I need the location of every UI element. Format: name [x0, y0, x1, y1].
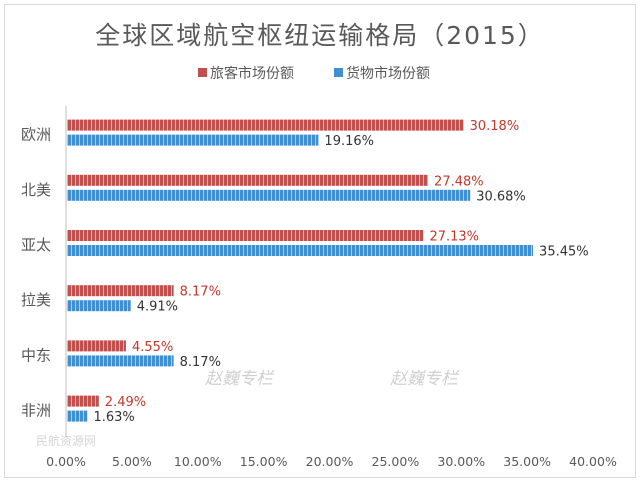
bar-passenger: [67, 285, 174, 297]
data-label: 27.13%: [429, 230, 479, 245]
data-label: 27.48%: [434, 174, 484, 189]
x-tick-label: 15.00%: [240, 454, 288, 469]
x-tick-label: 35.00%: [503, 454, 551, 469]
x-tick-label: 25.00%: [372, 454, 420, 469]
bar-passenger: [67, 340, 126, 352]
bar-cargo: [67, 245, 534, 256]
category-label: 中东: [21, 346, 51, 364]
x-tick-label: 0.00%: [46, 454, 86, 469]
data-label: 19.16%: [324, 134, 374, 149]
category-label: 拉美: [21, 291, 51, 309]
x-tick-label: 30.00%: [437, 454, 485, 469]
watermark-text: 民航资源网: [36, 433, 96, 448]
category-label: 欧洲: [21, 126, 51, 144]
x-tick-label: 10.00%: [174, 454, 222, 469]
bar-cargo: [67, 300, 131, 312]
bar-cargo: [67, 134, 319, 146]
category-label: 亚太: [21, 236, 51, 254]
x-tick-label: 20.00%: [306, 454, 354, 469]
category-label: 北美: [21, 181, 51, 199]
bar-passenger: [67, 174, 429, 186]
data-label: 1.63%: [93, 410, 134, 425]
bar-cargo: [67, 410, 88, 422]
data-label: 8.17%: [180, 285, 221, 300]
bar-passenger: [67, 395, 99, 407]
legend-label-passenger: 旅客市场份额: [210, 65, 294, 82]
bar-passenger: [67, 230, 424, 241]
data-label: 35.45%: [539, 245, 589, 260]
watermark-text: 赵巍专栏: [390, 369, 460, 389]
data-label: 4.91%: [137, 300, 178, 315]
bar-cargo: [67, 355, 174, 367]
data-label: 4.55%: [132, 340, 173, 355]
legend-swatch-cargo: [334, 68, 343, 77]
data-label: 8.17%: [180, 355, 221, 370]
data-label: 30.18%: [470, 119, 520, 134]
x-tick-label: 40.00%: [569, 454, 617, 469]
data-label: 30.68%: [476, 189, 526, 204]
chart-title: 全球区域航空枢纽运输格局（2015）: [95, 21, 545, 50]
bar-passenger: [67, 119, 464, 131]
legend-label-cargo: 货物市场份额: [346, 65, 430, 82]
bar-cargo: [67, 189, 471, 201]
category-label: 非洲: [21, 402, 51, 420]
data-label: 2.49%: [105, 395, 146, 410]
legend-swatch-passenger: [198, 68, 207, 77]
legend: 旅客市场份额 货物市场份额: [198, 65, 430, 82]
x-tick-label: 5.00%: [112, 454, 152, 469]
watermark-text: 赵巍专栏: [205, 369, 275, 389]
